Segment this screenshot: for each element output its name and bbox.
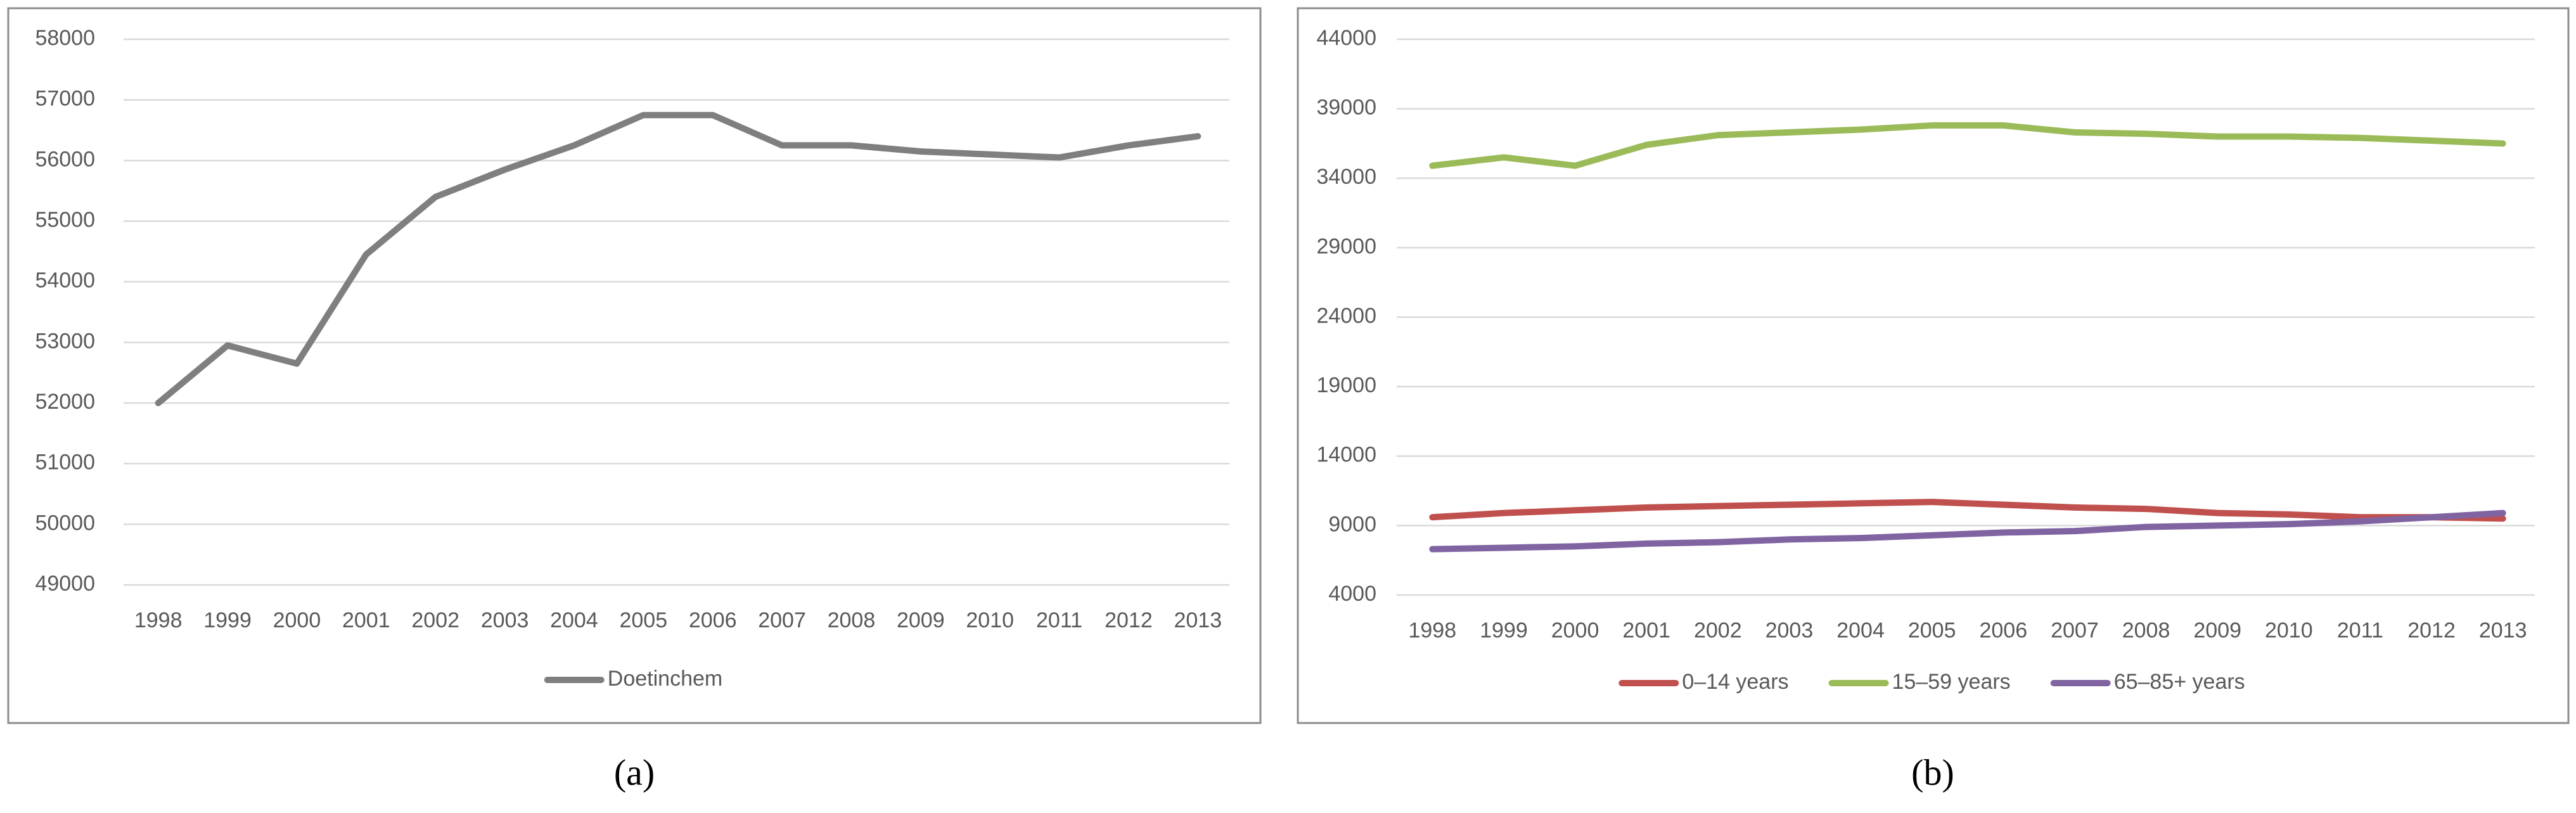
x-tick-label: 2011: [2337, 618, 2383, 643]
x-tick-label: 2008: [2122, 618, 2170, 643]
legend-label: 0–14 years: [1682, 670, 1788, 694]
x-tick-label: 2009: [897, 608, 945, 632]
panel-frame: [1297, 7, 2570, 724]
x-tick-label: 2007: [2051, 618, 2099, 643]
y-tick-label: 54000: [35, 269, 95, 293]
y-tick-label: 51000: [35, 451, 95, 475]
x-tick-label: 2000: [273, 608, 321, 632]
x-tick-label: 2012: [2407, 618, 2456, 643]
panel-frame: [7, 7, 1262, 724]
caption: (b): [1911, 752, 1954, 793]
y-tick-label: 39000: [1316, 96, 1376, 120]
legend-label: Doetinchem: [608, 667, 722, 691]
x-tick-label: 2006: [1979, 618, 2027, 643]
x-tick-label: 2013: [1174, 608, 1222, 632]
series-line: [1429, 499, 2506, 522]
x-tick-label: 2011: [1036, 608, 1082, 632]
y-tick-label: 14000: [1316, 443, 1376, 467]
y-tick-label: 56000: [35, 147, 95, 171]
x-tick-label: 2003: [481, 608, 529, 632]
x-tick-label: 2009: [2193, 618, 2241, 643]
x-tick-label: 2013: [2479, 618, 2527, 643]
x-tick-label: 2004: [1836, 618, 1885, 643]
y-tick-label: 57000: [35, 87, 95, 111]
y-tick-label: 52000: [35, 390, 95, 414]
y-tick-label: 4000: [1328, 582, 1376, 606]
x-tick-label: 2006: [689, 608, 737, 632]
x-tick-label: 2000: [1551, 618, 1599, 643]
y-tick-label: 55000: [35, 208, 95, 232]
y-tick-label: 19000: [1316, 373, 1376, 397]
x-tick-label: 2001: [342, 608, 390, 632]
series-line: [155, 112, 1201, 406]
x-tick-label: 1998: [134, 608, 183, 632]
y-tick-label: 53000: [35, 329, 95, 353]
x-tick-label: 2012: [1105, 608, 1153, 632]
x-tick-label: 2005: [1908, 618, 1956, 643]
caption: (a): [614, 752, 655, 793]
y-tick-label: 34000: [1316, 165, 1376, 189]
x-tick-label: 2003: [1765, 618, 1814, 643]
x-tick-label: 2002: [411, 608, 459, 632]
y-tick-label: 44000: [1316, 26, 1376, 50]
y-tick-label: 24000: [1316, 304, 1376, 328]
y-tick-label: 49000: [35, 572, 95, 596]
x-tick-label: 1999: [1480, 618, 1528, 643]
x-tick-label: 2001: [1622, 618, 1670, 643]
x-tick-label: 2004: [550, 608, 598, 632]
x-tick-label: 2008: [828, 608, 876, 632]
series-line: [1429, 122, 2506, 169]
x-tick-label: 2010: [966, 608, 1014, 632]
x-tick-label: 1998: [1408, 618, 1456, 643]
x-tick-label: 1999: [203, 608, 252, 632]
series-line: [1429, 509, 2506, 553]
legend-label: 15–59 years: [1892, 670, 2011, 694]
y-tick-label: 29000: [1316, 234, 1376, 259]
x-tick-label: 2005: [619, 608, 667, 632]
y-tick-label: 58000: [35, 26, 95, 50]
legend-label: 65–85+ years: [2114, 670, 2245, 694]
y-tick-label: 50000: [35, 511, 95, 535]
x-tick-label: 2007: [758, 608, 806, 632]
y-tick-label: 9000: [1328, 512, 1376, 536]
x-tick-label: 2002: [1694, 618, 1742, 643]
x-tick-label: 2010: [2265, 618, 2313, 643]
